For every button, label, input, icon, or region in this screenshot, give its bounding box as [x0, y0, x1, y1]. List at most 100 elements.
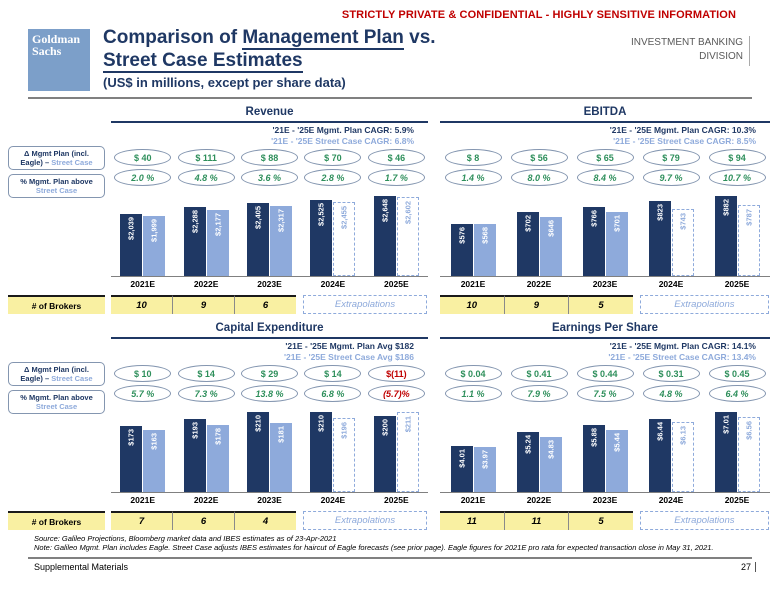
years-row: 2021E 2022E 2023E 2024E 2025E [440, 495, 770, 508]
mgmt-plan-bar: $210 [247, 412, 270, 492]
oval-cell: $ 88 [238, 149, 301, 167]
logo-line2: Sachs [32, 44, 62, 58]
pct-above-oval: 6.8 % [304, 385, 362, 402]
year-label: 2023E [592, 279, 618, 289]
year-label: 2021E [130, 279, 155, 289]
mgmt-plan-bar: $702 [516, 212, 539, 276]
brokers-row: 7 6 4 Extrapolations [111, 511, 428, 530]
bar-value-label: $2,648 [380, 199, 390, 222]
chart-body: Capital Expenditure '21E - '25E Mgmt. Pl… [111, 322, 428, 530]
oval-cell: $ 0.44 [572, 365, 638, 383]
bar-group-2024e: $210 $196 [301, 412, 364, 492]
delta-label-line1: Δ Mgmt Plan (incl. [24, 149, 89, 158]
delta-ovals-row: $ 40 $ 111 $ 88 $ 70 $ 46 [111, 149, 428, 167]
street-case-bar: $646 [539, 217, 562, 276]
broker-count-cell: 11 [503, 511, 569, 530]
left-label-column: Δ Mgmt Plan (incl. Eagle) – Street Case … [8, 322, 105, 530]
bar-value-label: $5.24 [523, 435, 532, 454]
broker-count-cell: 9 [503, 295, 569, 314]
cagr-street-case: '21E - '25E Street Case Avg $186 [283, 352, 414, 363]
mgmt-plan-bar: $2,525 [310, 200, 333, 276]
oval-cell: $ 40 [111, 149, 174, 167]
bar-value-label: $2,455 [339, 206, 349, 229]
year-label: 2025E [724, 495, 750, 505]
bar-group-2025e: $200 $211 [365, 412, 428, 492]
bar-value-label: $178 [213, 428, 223, 445]
division-label: INVESTMENT BANKING DIVISION [631, 36, 750, 66]
bar-value-label: $200 [380, 419, 390, 436]
page-title-line2: Street Case Estimates [103, 49, 631, 74]
header-divider [28, 97, 752, 99]
delta-value-oval: $ 56 [510, 149, 568, 166]
year-label: 2021E [460, 495, 486, 505]
source-note: Source: Galileo Projections, Bloomberg m… [34, 534, 337, 543]
bar-group-2023e: $210 $181 [238, 412, 301, 492]
chart-body: Revenue '21E - '25E Mgmt. Plan CAGR: 5.9… [111, 106, 428, 314]
pct-label-street-case: Street Case [35, 186, 78, 195]
oval-cell: $(11) [365, 365, 428, 383]
year-label: 2021E [460, 279, 486, 289]
street-case-bar: $4.83 [539, 437, 562, 492]
bar-group-2023e: $766 $701 [572, 207, 638, 276]
chart-panel-eps: Earnings Per Share '21E - '25E Mgmt. Pla… [440, 322, 770, 530]
delta-row-label: Δ Mgmt Plan (incl. Eagle) – Street Case [8, 362, 105, 386]
delta-ovals-row: $ 8 $ 56 $ 65 $ 79 $ 94 [440, 149, 770, 167]
year-label: 2024E [658, 279, 684, 289]
bar-value-label: $5.88 [589, 428, 598, 447]
street-case-bar: $2,177 [206, 210, 229, 276]
chart-title: Revenue [111, 106, 428, 123]
mgmt-plan-bar: $4.01 [450, 446, 473, 492]
street-case-bar: $6.56 [737, 417, 760, 492]
page-number: 27 [741, 561, 756, 572]
cagr-block: '21E - '25E Mgmt. Plan CAGR: 14.1% '21E … [440, 339, 770, 363]
mgmt-plan-bar: $2,288 [183, 207, 206, 276]
mgmt-plan-bar: $193 [183, 419, 206, 492]
chart-panel-capex: Δ Mgmt Plan (incl. Eagle) – Street Case … [8, 322, 428, 530]
delta-label-line2: Eagle) – [20, 374, 52, 383]
oval-cell: $ 111 [174, 149, 237, 167]
years-row: 2021E 2022E 2023E 2024E 2025E [111, 279, 428, 292]
pct-above-oval: 7.5 % [576, 385, 634, 402]
broker-count-cell: 6 [172, 511, 234, 530]
delta-value-oval: $ 14 [177, 365, 235, 382]
division-line2: DIVISION [699, 50, 743, 62]
logo-line1: Goldman [32, 32, 81, 46]
delta-label-line1: Δ Mgmt Plan (incl. [24, 365, 89, 374]
cagr-mgmt-plan: '21E - '25E Mgmt. Plan CAGR: 10.3% [609, 125, 756, 135]
oval-cell: 2.8 % [301, 169, 364, 187]
pct-above-oval: 7.9 % [510, 385, 568, 402]
pct-above-oval: 4.8 % [642, 385, 700, 402]
street-case-bar: $2,455 [333, 202, 356, 276]
pct-above-oval: 1.4 % [444, 169, 502, 186]
delta-value-oval: $ 29 [241, 365, 299, 382]
oval-cell: 3.6 % [238, 169, 301, 187]
oval-cell: $ 79 [638, 149, 704, 167]
slide-header: Goldman Sachs Comparison of Management P… [0, 21, 780, 91]
mgmt-plan-bar: $823 [648, 201, 671, 276]
oval-cell: 8.0 % [506, 169, 572, 187]
delta-value-oval: $ 40 [114, 149, 172, 166]
bar-value-label: $882 [721, 199, 730, 216]
bar-value-label: $2,039 [126, 217, 136, 240]
delta-value-oval: $ 0.45 [708, 365, 766, 382]
footer-bar: Supplemental Materials 27 [0, 559, 780, 572]
mgmt-plan-bar: $5.88 [582, 425, 605, 492]
delta-value-oval: $ 0.44 [576, 365, 634, 382]
page-subtitle: (US$ in millions, except per share data) [103, 75, 346, 91]
delta-value-oval: $(11) [367, 365, 425, 382]
delta-value-oval: $ 0.41 [510, 365, 568, 382]
years-row: 2021E 2022E 2023E 2024E 2025E [111, 495, 428, 508]
goldman-sachs-logo: Goldman Sachs [28, 29, 90, 91]
bar-value-label: $196 [339, 422, 349, 439]
title-prefix: Comparison of [103, 27, 243, 48]
delta-value-oval: $ 10 [114, 365, 172, 382]
extrapolations-box: Extrapolations [303, 511, 427, 530]
delta-value-oval: $ 0.31 [642, 365, 700, 382]
chart-panel-ebitda: EBITDA '21E - '25E Mgmt. Plan CAGR: 10.3… [440, 106, 770, 314]
delta-value-oval: $ 65 [576, 149, 634, 166]
year-label: 2024E [320, 495, 346, 505]
oval-cell: $ 0.31 [638, 365, 704, 383]
bar-value-label: $6.13 [678, 426, 687, 445]
cagr-street-case: '21E - '25E Street Case CAGR: 8.5% [613, 136, 756, 147]
oval-cell: 6.4 % [704, 385, 770, 403]
